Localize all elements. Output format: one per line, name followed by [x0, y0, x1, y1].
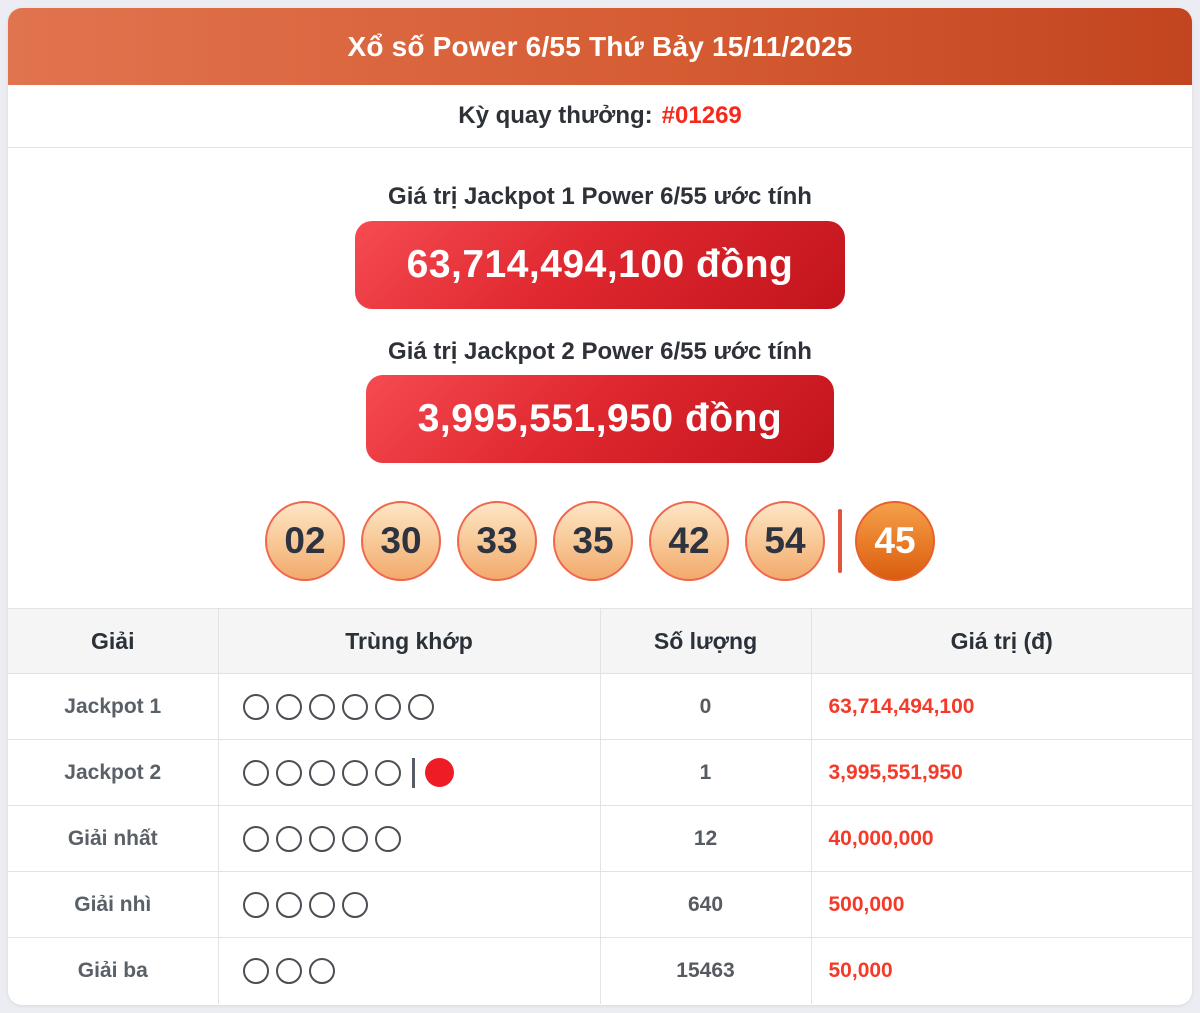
- match-open-circle-icon: [275, 891, 302, 918]
- winner-count: 1: [599, 739, 811, 806]
- match-open-circle-icon: [374, 759, 401, 786]
- match-open-circle-icon: [341, 825, 368, 852]
- column-header-match: Trùng khớp: [217, 608, 600, 674]
- winning-ball: 42: [649, 501, 729, 581]
- match-open-circle-icon: [308, 825, 335, 852]
- prize-value: 50,000: [810, 937, 1192, 1004]
- jackpot1-amount: 63,714,494,100 đồng: [354, 221, 846, 309]
- match-open-circle-icon: [341, 693, 368, 720]
- table-row: Jackpot 1 0 63,714,494,100: [8, 673, 1192, 740]
- match-open-circle-icon: [242, 825, 269, 852]
- table-row: Jackpot 2 1 3,995,551,950: [8, 739, 1192, 806]
- special-ball: 45: [855, 501, 935, 581]
- match-open-circle-icon: [407, 693, 434, 720]
- draw-info: Kỳ quay thưởng: #01269: [8, 85, 1192, 148]
- winner-count: 12: [599, 805, 811, 872]
- winning-numbers: 02 30 33 35 42 54 45: [8, 501, 1192, 581]
- table-row: Giải ba 15463 50,000: [8, 937, 1192, 1004]
- prize-table: Giải Trùng khớp Số lượng Giá trị (đ) Jac…: [8, 608, 1192, 1004]
- column-header-prize: Giải: [8, 608, 218, 674]
- jackpot-section: Giá trị Jackpot 1 Power 6/55 ước tính 63…: [8, 183, 1192, 463]
- match-open-circle-icon: [242, 759, 269, 786]
- column-header-count: Số lượng: [599, 608, 811, 674]
- match-pattern: [217, 871, 600, 938]
- table-row: Giải nhì 640 500,000: [8, 871, 1192, 938]
- match-open-circle-icon: [341, 891, 368, 918]
- page-title-bar: Xổ số Power 6/55 Thứ Bảy 15/11/2025: [8, 8, 1192, 85]
- match-pattern: [217, 937, 600, 1004]
- special-ball-divider: [838, 509, 842, 573]
- prize-name: Giải nhất: [8, 805, 218, 872]
- match-open-circle-icon: [308, 759, 335, 786]
- match-open-circle-icon: [308, 957, 335, 984]
- jackpot2-label: Giá trị Jackpot 2 Power 6/55 ước tính: [388, 338, 812, 365]
- prize-name: Jackpot 2: [8, 739, 218, 806]
- prize-table-header-row: Giải Trùng khớp Số lượng Giá trị (đ): [8, 608, 1192, 674]
- jackpot2-amount: 3,995,551,950 đồng: [365, 375, 835, 463]
- match-open-circle-icon: [374, 825, 401, 852]
- match-pattern: [217, 805, 600, 872]
- match-open-circle-icon: [275, 693, 302, 720]
- prize-table-body: Jackpot 1 0 63,714,494,100 Jackpot 2 1 3,995,…: [8, 673, 1192, 1004]
- prize-value: 3,995,551,950: [810, 739, 1192, 806]
- column-header-value: Giá trị (đ): [810, 608, 1192, 674]
- pipe-separator: [411, 757, 415, 788]
- match-open-circle-icon: [275, 957, 302, 984]
- winning-ball: 02: [265, 501, 345, 581]
- winning-ball: 30: [361, 501, 441, 581]
- match-open-circle-icon: [242, 891, 269, 918]
- winner-count: 15463: [599, 937, 811, 1004]
- match-pattern: [217, 739, 600, 806]
- match-open-circle-icon: [308, 891, 335, 918]
- prize-name: Jackpot 1: [8, 673, 218, 740]
- match-open-circle-icon: [242, 693, 269, 720]
- prize-value: 63,714,494,100: [810, 673, 1192, 740]
- match-pattern: [217, 673, 600, 740]
- page-title: Xổ số Power 6/55 Thứ Bảy 15/11/2025: [347, 30, 853, 62]
- winning-ball: 35: [553, 501, 633, 581]
- prize-value: 40,000,000: [810, 805, 1192, 872]
- match-special-circle-icon: [424, 758, 454, 787]
- winning-ball: 54: [745, 501, 825, 581]
- winning-ball: 33: [457, 501, 537, 581]
- lottery-result-card: Xổ số Power 6/55 Thứ Bảy 15/11/2025 Kỳ q…: [8, 8, 1192, 1005]
- prize-name: Giải nhì: [8, 871, 218, 938]
- prize-value: 500,000: [810, 871, 1192, 938]
- match-open-circle-icon: [308, 693, 335, 720]
- winner-count: 0: [599, 673, 811, 740]
- draw-period-number: #01269: [661, 102, 742, 129]
- prize-name: Giải ba: [8, 937, 218, 1004]
- match-open-circle-icon: [275, 825, 302, 852]
- winner-count: 640: [599, 871, 811, 938]
- match-open-circle-icon: [242, 957, 269, 984]
- table-row: Giải nhất 12 40,000,000: [8, 805, 1192, 872]
- match-open-circle-icon: [374, 693, 401, 720]
- match-open-circle-icon: [275, 759, 302, 786]
- jackpot1-label: Giá trị Jackpot 1 Power 6/55 ước tính: [388, 183, 812, 210]
- draw-period-label: Kỳ quay thưởng:: [458, 102, 653, 129]
- match-open-circle-icon: [341, 759, 368, 786]
